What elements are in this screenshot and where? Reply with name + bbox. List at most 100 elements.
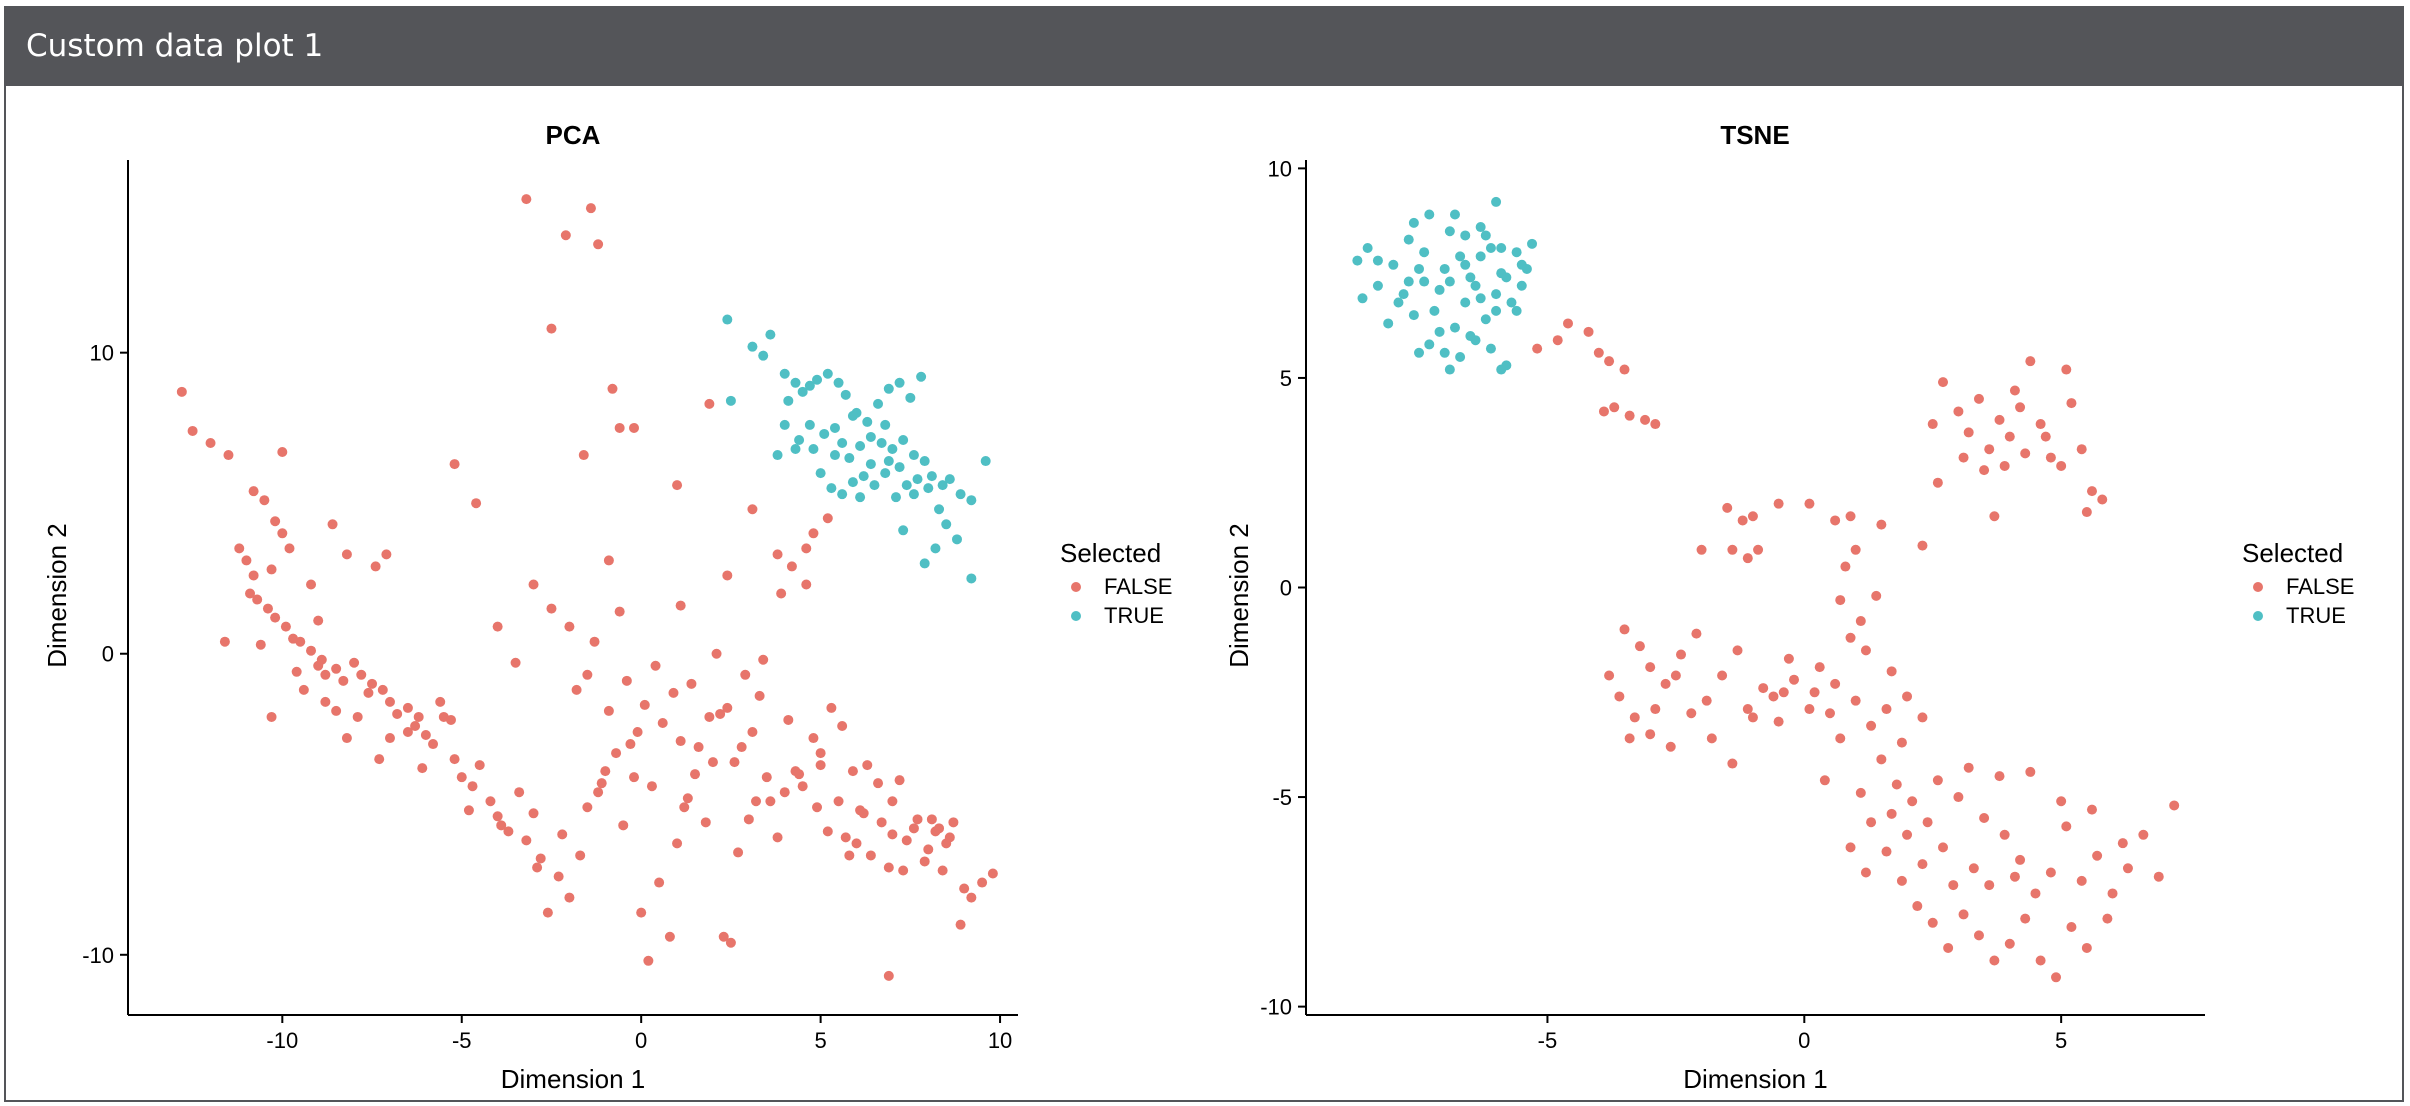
point-false <box>593 239 604 250</box>
point-false <box>248 570 259 581</box>
point-false <box>747 727 758 738</box>
point-false <box>1984 444 1995 455</box>
point-false <box>1902 829 1913 840</box>
point-true <box>837 437 848 448</box>
point-false <box>2004 431 2015 442</box>
point-true <box>1460 297 1471 308</box>
y-tick-label: 10 <box>90 341 114 366</box>
point-false <box>1804 704 1815 715</box>
point-false <box>668 687 679 698</box>
x-tick-label: 0 <box>1798 1028 1810 1053</box>
point-false <box>445 714 456 725</box>
point-true <box>1480 230 1491 241</box>
point-false <box>758 654 769 665</box>
point-false <box>413 711 424 722</box>
point-false <box>306 645 317 656</box>
point-false <box>356 669 367 680</box>
point-false <box>1742 704 1753 715</box>
point-false <box>266 564 277 575</box>
point-false <box>1686 708 1697 719</box>
point-false <box>675 736 686 747</box>
point-false <box>1866 817 1877 828</box>
point-false <box>1938 377 1949 388</box>
point-false <box>1619 364 1630 375</box>
point-false <box>1604 356 1615 367</box>
legend-key-true <box>2253 611 2263 621</box>
point-false <box>636 907 647 918</box>
point-true <box>815 468 826 479</box>
point-false <box>729 757 740 768</box>
point-false <box>919 856 930 867</box>
point-false <box>1845 632 1856 643</box>
point-false <box>865 850 876 861</box>
point-false <box>2045 452 2056 463</box>
point-false <box>1973 393 1984 404</box>
point-true <box>1439 347 1450 358</box>
point-true <box>1475 293 1486 304</box>
point-false <box>1866 720 1877 731</box>
point-false <box>1593 347 1604 358</box>
point-true <box>951 534 962 545</box>
point-false <box>1773 498 1784 509</box>
point-false <box>934 823 945 834</box>
point-false <box>291 666 302 677</box>
point-false <box>722 570 733 581</box>
point-false <box>1973 930 1984 941</box>
point-false <box>1562 318 1573 329</box>
point-false <box>420 730 431 741</box>
point-false <box>2061 364 2072 375</box>
point-true <box>1491 305 1502 316</box>
point-false <box>1778 687 1789 698</box>
point-false <box>352 711 363 722</box>
point-false <box>284 543 295 554</box>
point-false <box>277 447 288 458</box>
point-false <box>2020 913 2031 924</box>
point-true <box>1414 347 1425 358</box>
point-false <box>783 714 794 725</box>
point-false <box>675 600 686 611</box>
point-false <box>582 802 593 813</box>
point-false <box>259 495 270 506</box>
point-false <box>1629 712 1640 723</box>
point-true <box>930 543 941 554</box>
point-true <box>808 444 819 455</box>
point-false <box>1789 674 1800 685</box>
point-true <box>847 477 858 488</box>
point-false <box>614 606 625 617</box>
point-false <box>1845 842 1856 853</box>
point-false <box>2015 854 2026 865</box>
point-true <box>908 489 919 500</box>
point-true <box>1424 339 1435 350</box>
x-tick-label: 10 <box>988 1028 1012 1053</box>
point-false <box>1717 670 1728 681</box>
point-true <box>833 377 844 388</box>
point-false <box>1963 762 1974 773</box>
point-false <box>2035 955 2046 966</box>
point-true <box>1414 263 1425 274</box>
point-false <box>643 955 654 966</box>
point-false <box>822 513 833 524</box>
point-false <box>219 636 230 647</box>
point-false <box>700 817 711 828</box>
point-true <box>1506 297 1517 308</box>
point-false <box>611 748 622 759</box>
point-true <box>1403 234 1414 245</box>
point-false <box>2086 804 2097 815</box>
point-false <box>331 663 342 674</box>
point-true <box>797 386 808 397</box>
point-false <box>1650 419 1661 430</box>
point-true <box>883 383 894 394</box>
point-true <box>1434 326 1445 337</box>
point-true <box>794 434 805 445</box>
point-false <box>654 877 665 888</box>
point-false <box>740 669 751 680</box>
legend-label-true: TRUE <box>1104 603 1164 628</box>
point-false <box>625 739 636 750</box>
point-true <box>779 419 790 430</box>
point-false <box>1876 754 1887 765</box>
point-false <box>754 690 765 701</box>
point-true <box>1408 310 1419 321</box>
point-false <box>496 820 507 831</box>
point-false <box>1886 808 1897 819</box>
